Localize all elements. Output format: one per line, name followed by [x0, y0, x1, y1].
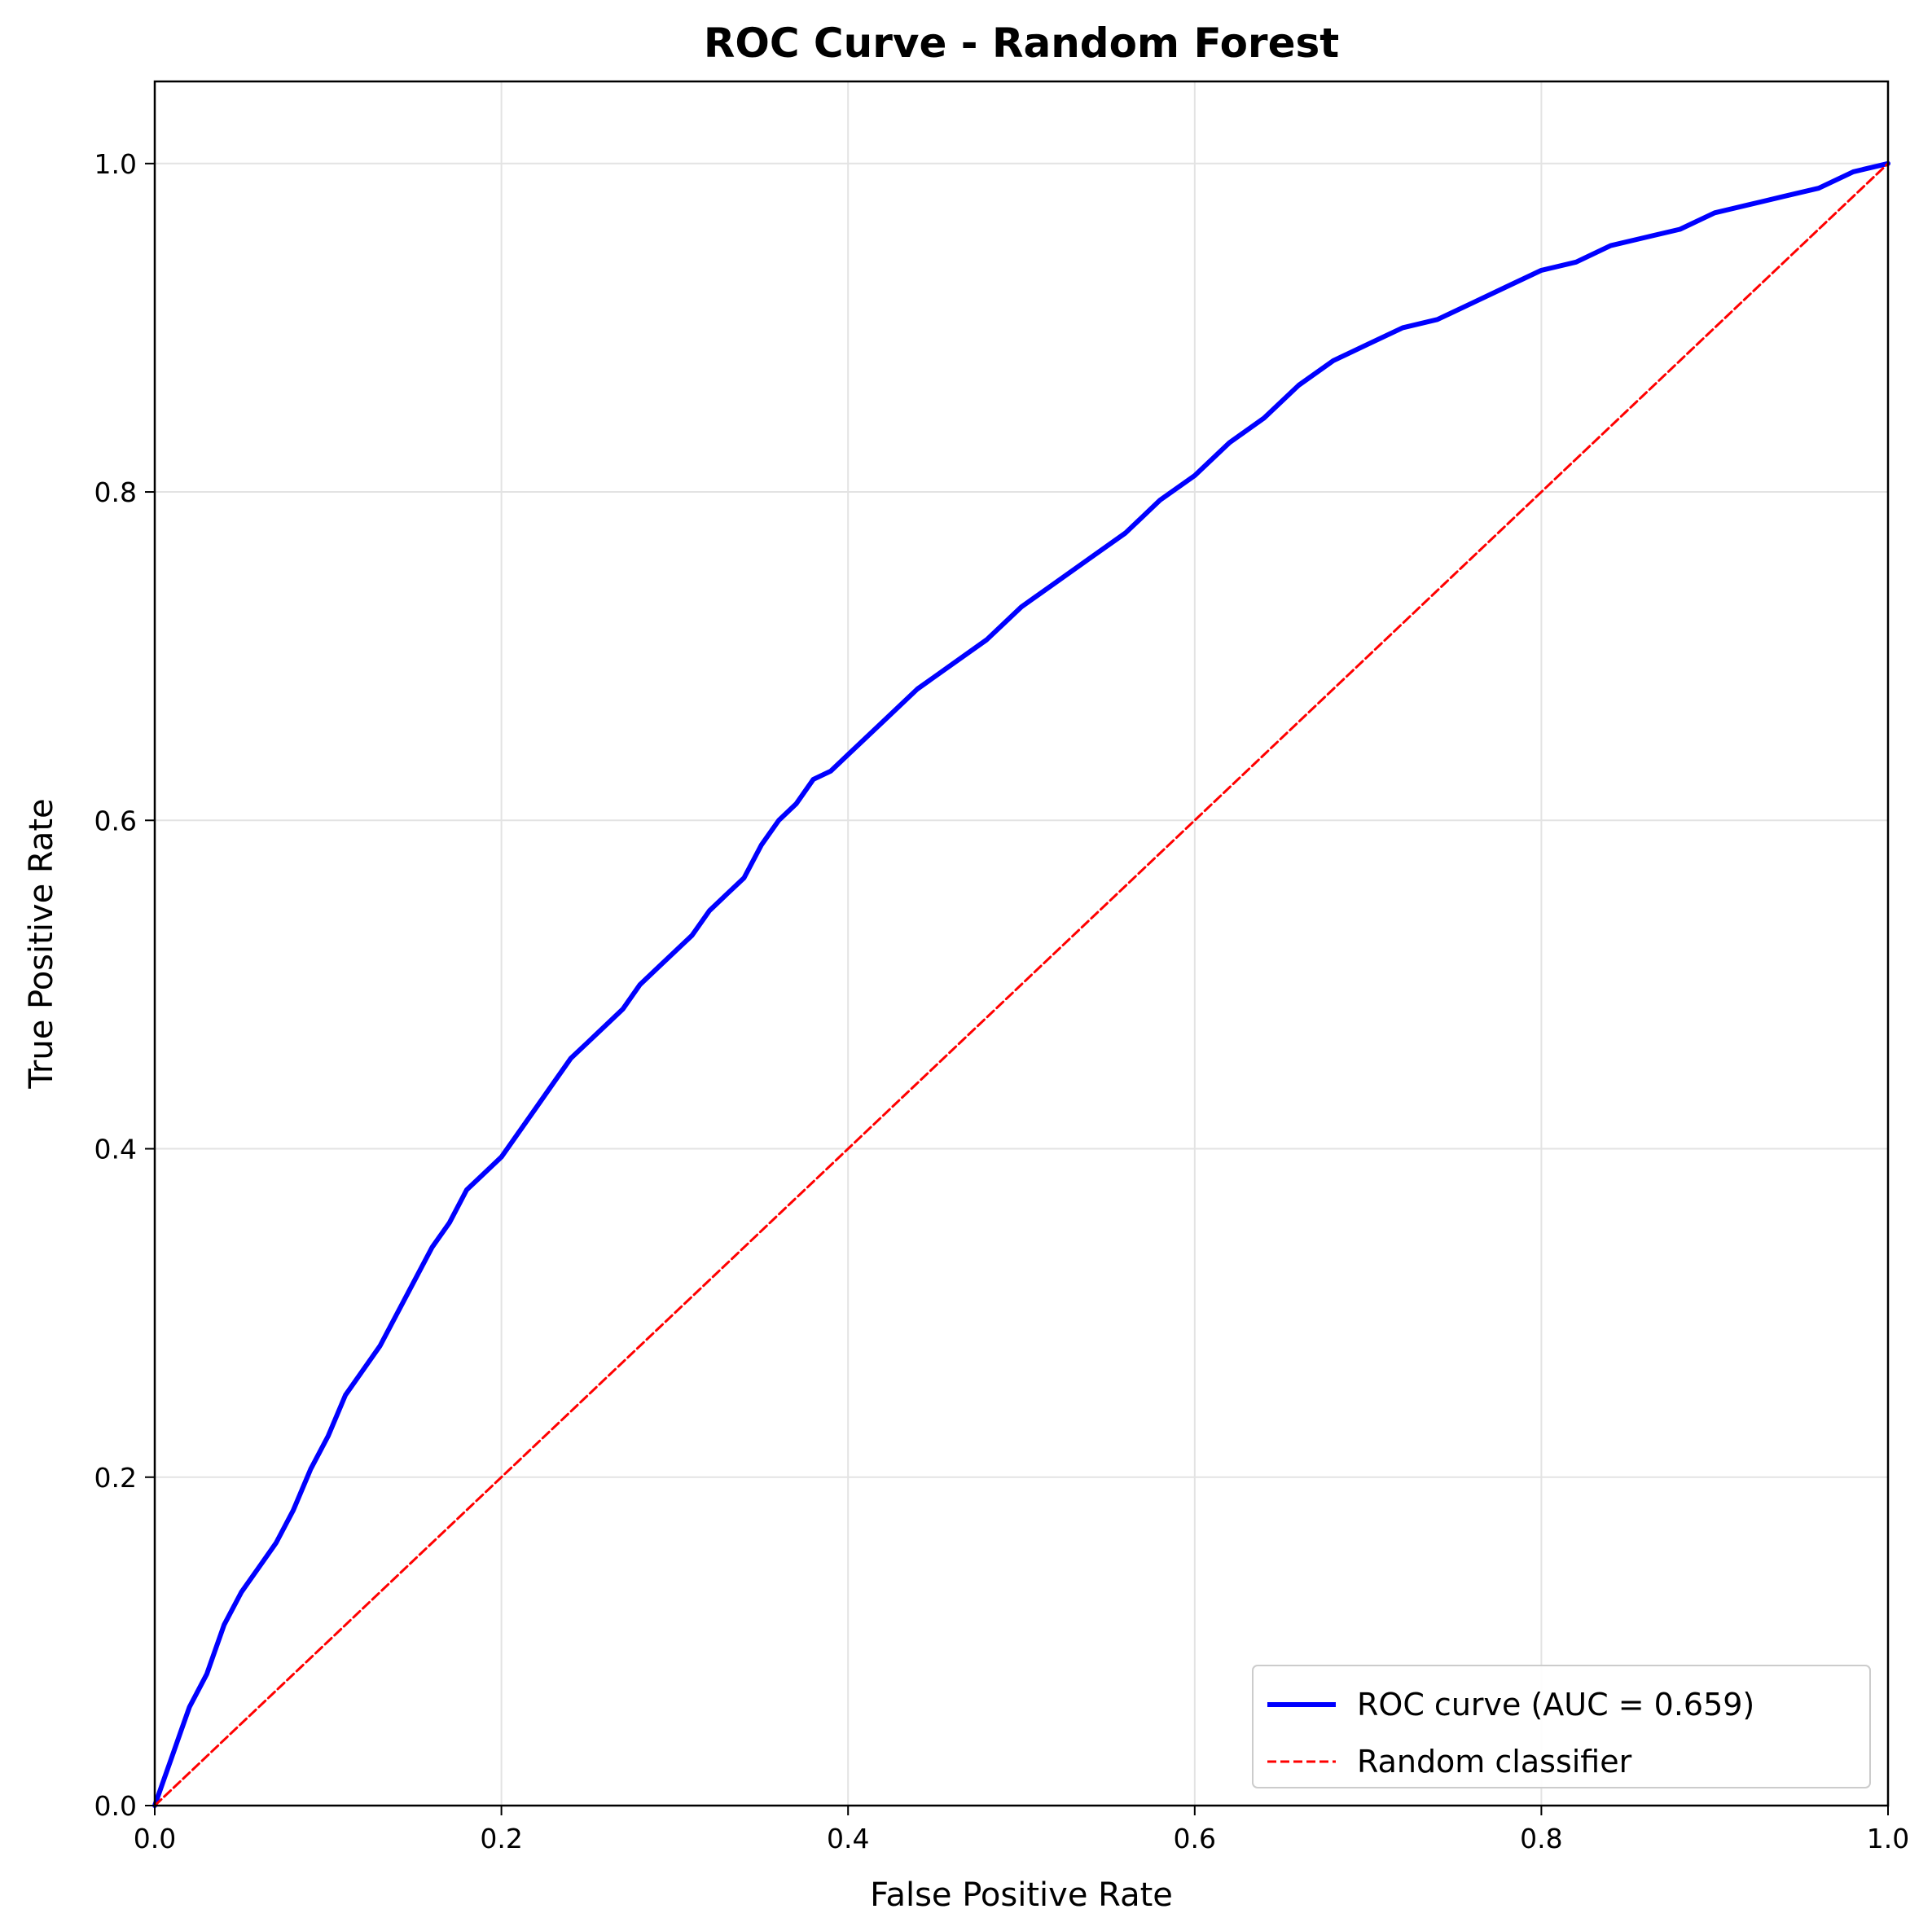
y-tick-label: 1.0 — [94, 148, 137, 180]
y-tick-label: 0.4 — [94, 1134, 137, 1165]
axes-frame — [153, 80, 1890, 1807]
y-tick-label: 0.0 — [94, 1790, 137, 1822]
legend: ROC curve (AUC = 0.659) Random classifier — [1252, 1665, 1871, 1788]
chart-title: ROC Curve - Random Forest — [704, 20, 1339, 67]
y-tick-label: 0.6 — [94, 805, 137, 836]
x-tick-label: 0.6 — [1174, 1823, 1216, 1854]
y-tick-label: 0.2 — [94, 1462, 137, 1494]
x-tick-label: 0.4 — [827, 1823, 869, 1854]
x-tick-label: 1.0 — [1867, 1823, 1909, 1854]
x-tick-label: 0.2 — [480, 1823, 522, 1854]
x-tick-label: 0.8 — [1520, 1823, 1562, 1854]
legend-box — [1252, 1665, 1871, 1788]
legend-label: ROC curve (AUC = 0.659) — [1357, 1687, 1754, 1723]
roc-curve-line — [152, 160, 1890, 1808]
y-axis-label: True Positive Rate — [23, 798, 60, 1089]
legend-label: Random classifier — [1357, 1744, 1632, 1780]
ticks: 0.0 0.2 0.4 0.6 0.8 1.0 0.0 0.2 0.4 0.6 0.8 1.0 — [94, 148, 1910, 1854]
x-tick-label: 0.0 — [134, 1823, 176, 1854]
random-classifier-line — [153, 162, 1890, 1807]
plot-area — [152, 160, 1890, 1808]
y-tick-label: 0.8 — [94, 476, 137, 508]
x-axis-label: False Positive Rate — [870, 1876, 1173, 1914]
